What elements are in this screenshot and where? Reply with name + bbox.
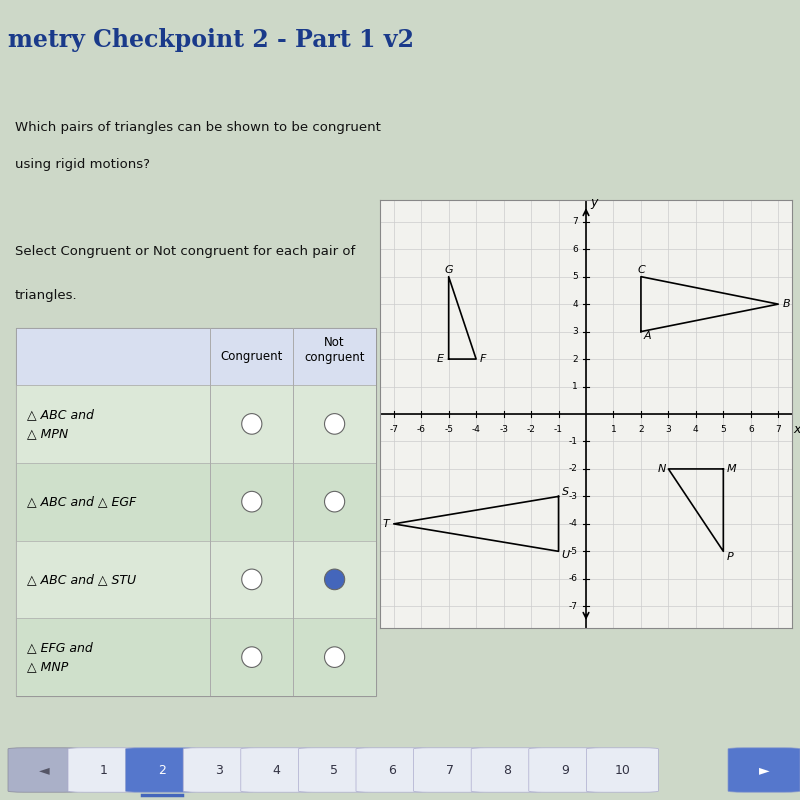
FancyBboxPatch shape xyxy=(183,748,255,792)
FancyBboxPatch shape xyxy=(8,748,80,792)
Text: F: F xyxy=(480,354,486,364)
Circle shape xyxy=(325,491,345,512)
Text: metry Checkpoint 2 - Part 1 v2: metry Checkpoint 2 - Part 1 v2 xyxy=(8,27,414,51)
Text: 2: 2 xyxy=(638,425,644,434)
FancyBboxPatch shape xyxy=(414,748,486,792)
FancyBboxPatch shape xyxy=(298,748,370,792)
Text: S: S xyxy=(562,487,569,498)
FancyBboxPatch shape xyxy=(586,748,658,792)
Text: N: N xyxy=(658,464,666,474)
Text: 6: 6 xyxy=(388,763,396,777)
Text: C: C xyxy=(637,265,645,274)
Text: E: E xyxy=(437,354,444,364)
Text: B: B xyxy=(782,299,790,309)
Text: Select Congruent or Not congruent for each pair of: Select Congruent or Not congruent for ea… xyxy=(15,245,355,258)
Text: 5: 5 xyxy=(330,763,338,777)
Circle shape xyxy=(325,414,345,434)
Text: -5: -5 xyxy=(569,547,578,556)
Bar xyxy=(16,618,376,696)
Text: 10: 10 xyxy=(614,763,630,777)
Text: A: A xyxy=(644,330,652,341)
Text: using rigid motions?: using rigid motions? xyxy=(15,158,150,170)
Text: ◄: ◄ xyxy=(38,763,50,777)
Circle shape xyxy=(242,647,262,667)
Text: U: U xyxy=(562,550,570,561)
Circle shape xyxy=(242,414,262,434)
Text: △ MNP: △ MNP xyxy=(26,660,68,673)
Text: △ EFG and: △ EFG and xyxy=(26,642,93,654)
Text: △ ABC and: △ ABC and xyxy=(26,408,94,421)
Text: -2: -2 xyxy=(526,425,535,434)
Bar xyxy=(16,328,376,385)
FancyBboxPatch shape xyxy=(529,748,601,792)
FancyBboxPatch shape xyxy=(241,748,313,792)
Text: 3: 3 xyxy=(572,327,578,336)
Text: -4: -4 xyxy=(472,425,481,434)
Text: -6: -6 xyxy=(417,425,426,434)
Text: △ ABC and △ STU: △ ABC and △ STU xyxy=(26,573,136,586)
Text: 3: 3 xyxy=(666,425,671,434)
Text: 2: 2 xyxy=(158,763,166,777)
Text: ►: ► xyxy=(758,763,770,777)
Bar xyxy=(16,385,376,462)
Text: -4: -4 xyxy=(569,519,578,528)
Text: -7: -7 xyxy=(390,425,398,434)
FancyBboxPatch shape xyxy=(471,748,543,792)
Text: y: y xyxy=(590,196,598,209)
Circle shape xyxy=(242,569,262,590)
Text: T: T xyxy=(382,519,389,529)
Circle shape xyxy=(325,647,345,667)
Text: △ MPN: △ MPN xyxy=(26,426,68,440)
Text: triangles.: triangles. xyxy=(15,289,78,302)
Text: -7: -7 xyxy=(569,602,578,610)
Text: G: G xyxy=(444,265,453,274)
Text: P: P xyxy=(727,552,734,562)
Text: Which pairs of triangles can be shown to be congruent: Which pairs of triangles can be shown to… xyxy=(15,121,381,134)
Text: -6: -6 xyxy=(569,574,578,583)
Text: -2: -2 xyxy=(569,465,578,474)
Text: 8: 8 xyxy=(503,763,511,777)
FancyBboxPatch shape xyxy=(68,748,140,792)
Text: 7: 7 xyxy=(775,425,781,434)
Text: 1: 1 xyxy=(572,382,578,391)
Text: 5: 5 xyxy=(721,425,726,434)
Text: -1: -1 xyxy=(554,425,563,434)
Text: -3: -3 xyxy=(569,492,578,501)
Text: -1: -1 xyxy=(569,437,578,446)
Text: 6: 6 xyxy=(572,245,578,254)
Text: x: x xyxy=(794,422,800,436)
Text: △ ABC and △ EGF: △ ABC and △ EGF xyxy=(26,495,136,508)
Text: 4: 4 xyxy=(572,300,578,309)
Text: 5: 5 xyxy=(572,272,578,281)
Bar xyxy=(16,541,376,618)
FancyBboxPatch shape xyxy=(356,748,428,792)
Text: 7: 7 xyxy=(572,218,578,226)
Text: 3: 3 xyxy=(215,763,223,777)
Text: -3: -3 xyxy=(499,425,508,434)
Text: -5: -5 xyxy=(444,425,453,434)
Text: 4: 4 xyxy=(693,425,698,434)
Text: 9: 9 xyxy=(561,763,569,777)
Text: 1: 1 xyxy=(610,425,616,434)
Circle shape xyxy=(325,569,345,590)
FancyBboxPatch shape xyxy=(126,748,198,792)
Text: Not
congruent: Not congruent xyxy=(304,336,365,364)
Text: Congruent: Congruent xyxy=(221,350,283,363)
Text: 1: 1 xyxy=(100,763,108,777)
FancyBboxPatch shape xyxy=(728,748,800,792)
Bar xyxy=(16,462,376,541)
Text: 2: 2 xyxy=(572,354,578,363)
Text: 7: 7 xyxy=(446,763,454,777)
Text: 4: 4 xyxy=(273,763,281,777)
Text: 6: 6 xyxy=(748,425,754,434)
Circle shape xyxy=(242,491,262,512)
Text: M: M xyxy=(726,464,736,474)
